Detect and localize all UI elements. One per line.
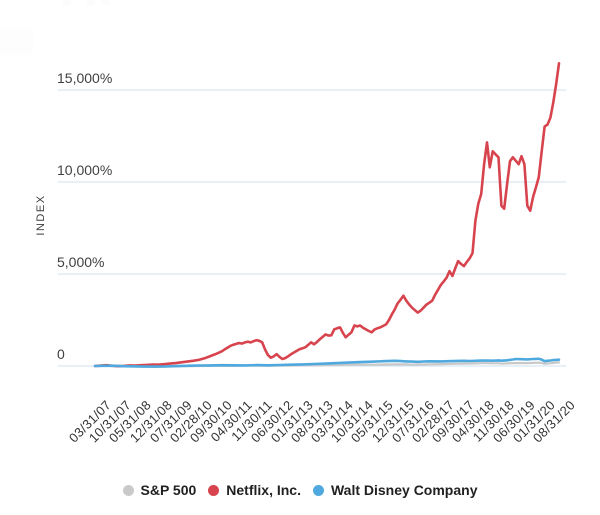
legend-item: Netflix, Inc. [208,481,301,499]
legend-label: Walt Disney Company [330,482,478,498]
netflix-line [93,61,561,368]
artifact-blob [0,28,33,55]
disney-line [93,357,561,368]
y-tick-label: 15,000% [57,70,113,86]
legend-dot-icon [122,484,134,496]
artifact-square-1 [63,0,71,5]
y-tick-label: 10,000% [57,162,113,178]
legend: S&P 500 Netflix, Inc. Walt Disney Company [0,481,600,499]
legend-item: Walt Disney Company [312,481,478,499]
artifact-square-2 [87,0,95,5]
legend-dot-icon [208,484,220,496]
y-tick-label: 5,000% [57,254,105,270]
gridlines [58,89,566,367]
legend-dot-icon [312,484,324,496]
legend-item: S&P 500 [122,481,197,499]
artifact-square-3 [102,0,110,5]
legend-label: S&P 500 [140,482,197,498]
y-tick-label: 0 [57,346,65,362]
y-axis-title: INDEX [35,194,47,236]
legend-label: Netflix, Inc. [226,482,301,498]
